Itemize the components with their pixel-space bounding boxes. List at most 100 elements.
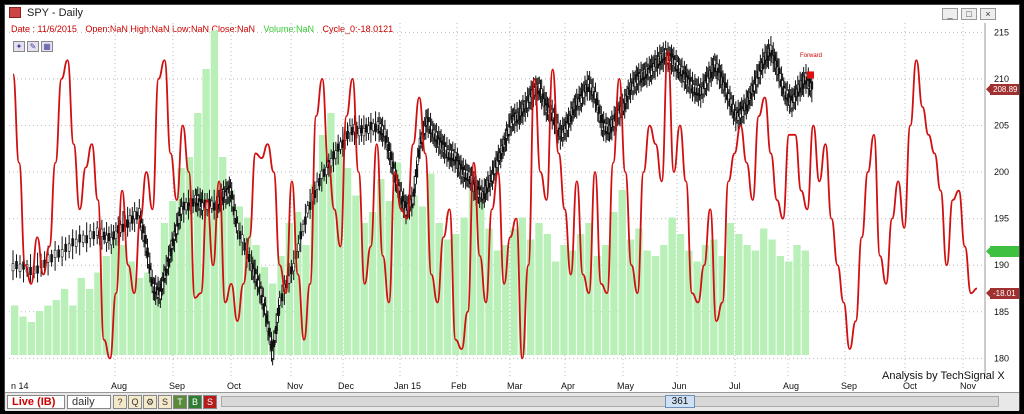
volume-bar [102,256,110,355]
price-candle-body [191,198,195,207]
price-candle-body [360,125,363,134]
price-candle-body [364,124,368,133]
title-bar: SPY - Daily _ □ × [5,5,1019,21]
period-selector[interactable]: daily [67,395,111,409]
volume-bar [743,245,751,355]
price-candle-body [238,231,242,240]
help-icon[interactable]: ? [113,395,127,409]
price-candle-body [301,223,305,232]
price-candle-body [60,249,64,258]
price-candle-body [36,265,39,274]
price-chart[interactable]: 215 210 205 200 195 190 185 180 n 14 Aug Sep Oct Nov… [5,5,1019,391]
price-candle-body [362,128,366,137]
price-candle-body [135,211,139,220]
x-tick-label: Nov [287,381,304,391]
price-candle-body [297,243,300,252]
volume-bar [335,146,343,355]
price-candle-body [329,158,333,167]
volume-bar [427,173,435,355]
volume-bar [751,250,760,355]
price-candle-body [201,202,204,211]
x-tick-label: Jun [672,381,687,391]
volume-bar [510,228,518,355]
price-candle-body [107,233,111,242]
volume-bar [393,162,402,355]
s-icon[interactable]: S [158,395,172,409]
price-candle-body [299,231,303,240]
settings-icon[interactable]: ⚙ [143,395,157,409]
scroll-position[interactable]: 361 [665,395,695,408]
zoom-icon[interactable]: Q [128,395,142,409]
volume-bar [585,223,593,355]
volume-bar [144,272,152,355]
price-candle-body [102,231,106,240]
info-ohlc: Open:NaN High:NaN Low:NaN Close:NaN [85,24,255,34]
volume-bar [119,245,127,355]
volume-bar [127,261,135,355]
minimize-button[interactable]: _ [942,8,958,20]
volume-bar [726,223,735,355]
price-candle-body [121,223,125,232]
price-candle-body [133,211,136,220]
y-tick-label: 195 [994,214,1009,224]
x-tick-label: Mar [507,381,523,391]
live-feed-selector[interactable]: Live (IB) [7,395,65,409]
indicator-icon[interactable]: ✦ [13,41,25,52]
chart-window: SPY - Daily _ □ × Date : 11/6/2015 Open:… [4,4,1020,411]
volume-bar [468,190,477,355]
x-tick-label: Sep [841,381,857,391]
price-candle-body [67,243,71,252]
volume-bar [185,157,194,355]
price-candle-body [100,228,104,237]
x-tick-label: Apr [561,381,575,391]
price-candle-body [78,234,81,243]
price-candle-body [369,121,373,130]
x-tick-label: Aug [111,381,127,391]
volume-bar [576,234,585,355]
volume-bar [518,217,527,355]
volume-bar [69,305,77,355]
price-candle-body [53,249,57,258]
buy-button[interactable]: B [188,395,202,409]
price-candle-body [247,253,251,263]
t-icon[interactable]: T [173,395,187,409]
forward-marker [807,71,814,79]
price-candle-body [130,215,134,224]
price-candle-body [212,202,216,211]
volume-bar [485,228,493,355]
volume-bar [343,168,352,355]
price-candle-body [210,200,214,209]
price-candle-body [11,263,15,272]
price-candle-body [128,215,132,224]
volume-bar [568,250,576,355]
price-candle-body [810,81,814,90]
volume-bar [793,245,801,355]
volume-bar [418,206,427,355]
x-tick-label: Aug [783,381,799,391]
price-candle-body [280,293,284,302]
volume-bar [318,135,327,355]
sell-button[interactable]: S [203,395,217,409]
price-candle-body [184,202,188,211]
price-candle-body [126,219,129,228]
x-tick-label: Feb [451,381,467,391]
drawing-icon[interactable]: ✎ [27,41,39,52]
volume-bar [560,245,568,355]
maximize-button[interactable]: □ [961,8,977,20]
price-candle-body [320,170,324,179]
template-icon[interactable]: ▦ [41,41,53,52]
close-button[interactable]: × [980,8,996,20]
volume-bar [527,239,535,355]
info-volume: Volume:NaN [263,24,315,34]
price-candle-body [334,150,338,159]
volume-bar [252,245,260,355]
volume-bar [227,190,235,355]
x-tick-label: Oct [227,381,242,391]
volume-bar [77,278,85,355]
volume-bar [160,223,169,355]
price-candle-body [304,216,307,225]
time-scrollbar[interactable]: 361 [221,395,999,408]
price-candle-body [182,201,186,210]
volume-bar [94,272,102,355]
volume-bar [535,223,543,355]
